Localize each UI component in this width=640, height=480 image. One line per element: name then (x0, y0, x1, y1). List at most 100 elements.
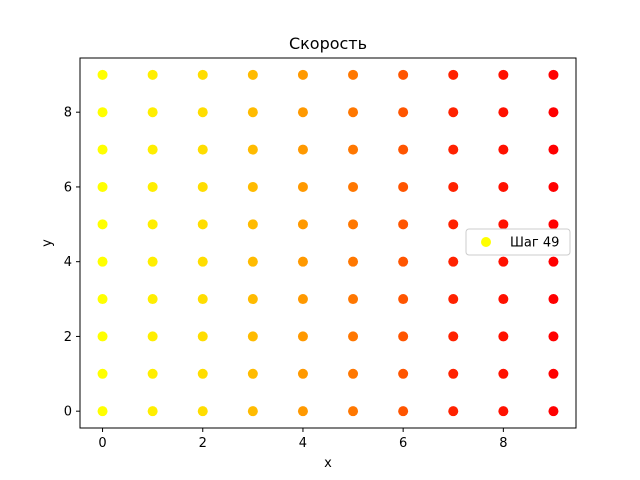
data-point (548, 331, 559, 342)
data-point (97, 331, 108, 342)
data-point (97, 294, 108, 305)
data-point (147, 406, 158, 417)
data-point (548, 294, 559, 305)
data-point (247, 144, 258, 155)
data-point (147, 219, 158, 230)
data-point (348, 107, 359, 118)
data-point (498, 406, 509, 417)
data-point (498, 69, 509, 80)
x-axis: 0 2 4 6 8 (98, 428, 507, 451)
data-point (147, 368, 158, 379)
data-point (147, 331, 158, 342)
data-point (147, 107, 158, 118)
y-tick-label: 4 (64, 255, 72, 270)
data-point (197, 69, 208, 80)
legend-label: Шаг 49 (510, 236, 559, 251)
data-point (247, 219, 258, 230)
data-point (97, 368, 108, 379)
data-point (197, 107, 208, 118)
data-point (448, 107, 459, 118)
data-point (448, 406, 459, 417)
data-point (448, 368, 459, 379)
data-point (297, 69, 308, 80)
data-point (147, 181, 158, 192)
data-point (147, 256, 158, 267)
data-point (97, 256, 108, 267)
data-point (197, 256, 208, 267)
x-tick-label: 4 (299, 436, 307, 451)
data-point (398, 331, 409, 342)
data-point (348, 406, 359, 417)
data-point (147, 144, 158, 155)
data-point (548, 144, 559, 155)
data-point (498, 144, 509, 155)
data-point (448, 256, 459, 267)
data-point (247, 368, 258, 379)
data-point (297, 256, 308, 267)
data-point (247, 69, 258, 80)
data-point (548, 181, 559, 192)
y-tick-label: 8 (64, 106, 72, 121)
data-point (97, 107, 108, 118)
data-point (247, 294, 258, 305)
data-point (398, 406, 409, 417)
data-point (548, 69, 559, 80)
data-point (448, 144, 459, 155)
data-point (348, 69, 359, 80)
data-point (247, 406, 258, 417)
data-point (297, 144, 308, 155)
data-point (398, 107, 409, 118)
data-point (448, 69, 459, 80)
data-point (297, 219, 308, 230)
data-point (348, 219, 359, 230)
x-tick-label: 0 (98, 436, 106, 451)
data-point (197, 294, 208, 305)
x-axis-label: x (324, 456, 332, 471)
data-point (97, 144, 108, 155)
data-point (348, 144, 359, 155)
data-point (247, 107, 258, 118)
data-point (498, 107, 509, 118)
legend-marker (481, 237, 491, 247)
data-point (448, 331, 459, 342)
data-point (247, 181, 258, 192)
point-layer (97, 69, 559, 417)
y-axis-label: y (40, 239, 55, 247)
y-tick-label: 6 (64, 180, 72, 195)
data-point (398, 368, 409, 379)
x-tick-label: 6 (399, 436, 407, 451)
data-point (548, 368, 559, 379)
x-tick-label: 2 (199, 436, 207, 451)
data-point (297, 406, 308, 417)
data-point (247, 331, 258, 342)
data-point (498, 331, 509, 342)
data-point (297, 294, 308, 305)
data-point (498, 219, 509, 230)
data-point (197, 406, 208, 417)
data-point (147, 69, 158, 80)
data-point (297, 368, 308, 379)
data-point (498, 181, 509, 192)
data-point (197, 144, 208, 155)
data-point (398, 144, 409, 155)
data-point (548, 406, 559, 417)
data-point (398, 294, 409, 305)
data-point (548, 256, 559, 267)
data-point (448, 181, 459, 192)
data-point (348, 181, 359, 192)
data-point (97, 406, 108, 417)
data-point (197, 368, 208, 379)
data-point (398, 219, 409, 230)
axes-frame (79, 57, 577, 429)
data-point (398, 69, 409, 80)
legend: Шаг 49 (465, 228, 571, 256)
data-point (97, 219, 108, 230)
data-point (348, 256, 359, 267)
data-point (398, 181, 409, 192)
data-point (548, 107, 559, 118)
data-point (498, 368, 509, 379)
y-tick-label: 0 (64, 405, 72, 420)
data-point (398, 256, 409, 267)
data-point (448, 294, 459, 305)
